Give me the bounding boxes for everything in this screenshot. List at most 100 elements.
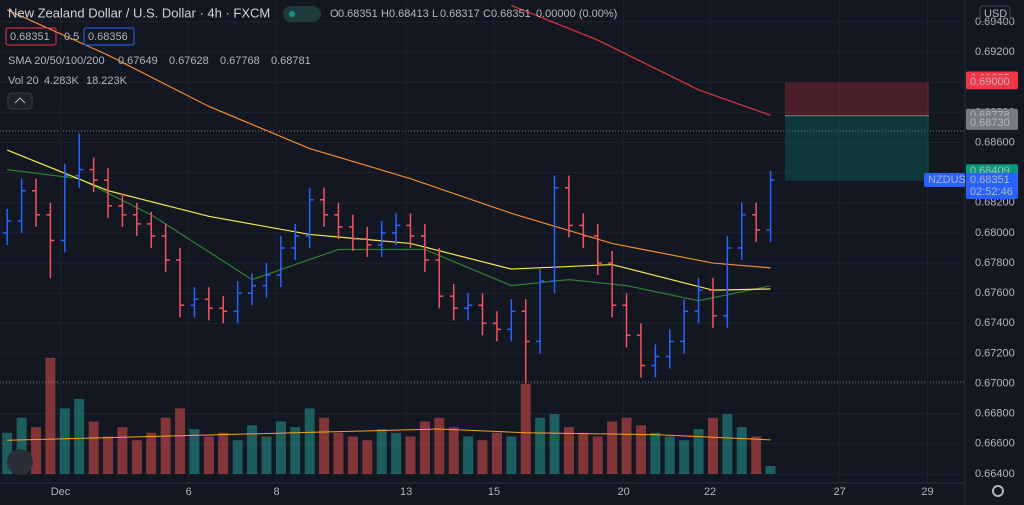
volume-bar <box>261 436 272 474</box>
currency-button[interactable] <box>979 5 1011 23</box>
sma-value: 0.67628 <box>169 55 209 67</box>
volume-bar <box>333 432 344 474</box>
volume-bar <box>45 357 56 474</box>
ohlc-value: 0.68351 <box>491 8 531 20</box>
y-tick-label: 0.68200 <box>975 197 1015 209</box>
indicator-pill[interactable] <box>283 6 321 22</box>
volume-bar <box>448 427 459 474</box>
ohlc-value: 0.68317 <box>440 8 480 20</box>
settings-icon[interactable] <box>992 485 1004 497</box>
sma-value: 0.68781 <box>271 55 311 67</box>
sell-box[interactable] <box>5 27 57 46</box>
symbol-tag-label: NZDUSD <box>928 174 974 186</box>
volume-bar <box>189 429 200 474</box>
volume-bar <box>765 465 776 474</box>
collapse-icon <box>14 97 26 104</box>
x-tick-label: 29 <box>921 486 933 498</box>
volume-bar <box>347 436 358 474</box>
volume-bar <box>419 421 430 474</box>
y-tick-label: 0.66400 <box>975 468 1015 480</box>
volume-bar <box>535 417 546 474</box>
x-tick-label: Dec <box>51 486 71 498</box>
buy-box[interactable] <box>83 27 135 46</box>
currency: USD <box>984 8 1007 20</box>
volume-bar <box>693 429 704 474</box>
x-tick-label: 22 <box>704 486 716 498</box>
volume-bar <box>635 425 646 474</box>
symbol-tag <box>924 173 965 188</box>
target-zone <box>784 115 929 181</box>
volume-bar <box>146 432 157 474</box>
volume-bar <box>247 425 258 474</box>
volume-bar <box>160 417 171 474</box>
ohlc-key: L <box>432 8 438 20</box>
y-tick-label: 0.68600 <box>975 136 1015 148</box>
volume-bar <box>405 436 416 474</box>
buy-price: 0.68356 <box>88 31 128 43</box>
x-tick-label: 15 <box>488 486 500 498</box>
last-price-tag <box>966 173 1018 200</box>
volume-bar <box>232 440 243 474</box>
volume-bar <box>491 432 502 474</box>
volume-bar <box>74 399 85 474</box>
volume-ma-value: 18.223K <box>86 75 128 87</box>
volume-bar <box>707 417 718 474</box>
volume-ma-line <box>7 428 771 441</box>
volume-bar <box>607 421 618 474</box>
volume-bar <box>304 408 315 474</box>
volume-bar <box>664 436 675 474</box>
y-tick-label: 0.67800 <box>975 257 1015 269</box>
volume-bar <box>362 440 373 474</box>
countdown: 02:52:46 <box>970 186 1013 198</box>
volume-bar <box>117 427 128 474</box>
volume-bar <box>477 440 488 474</box>
sma-value: 0.67649 <box>118 55 158 67</box>
volume-bar <box>175 408 186 474</box>
volume-bar <box>203 436 214 474</box>
price-tag <box>966 115 1018 130</box>
volume-bar <box>621 417 632 474</box>
price-tag-label: 0.69000 <box>970 76 1010 88</box>
collapse-button[interactable] <box>7 92 33 110</box>
ohlc-value: 0.68351 <box>338 8 378 20</box>
y-tick-label: 0.67200 <box>975 347 1015 359</box>
sma-value: 0.67768 <box>220 55 260 67</box>
title: New Zealand Dollar / U.S. Dollar · 4h · … <box>8 5 270 20</box>
volume-legend: Vol 20 <box>8 75 39 87</box>
stop-zone <box>784 82 929 116</box>
volume-bar <box>290 427 301 474</box>
volume-bar <box>391 432 402 474</box>
y-tick-label: 0.67000 <box>975 377 1015 389</box>
y-tick-label: 0.69200 <box>975 46 1015 58</box>
volume-bar <box>722 414 733 474</box>
volume-bar <box>592 436 603 474</box>
volume-bar <box>2 432 13 474</box>
y-tick-label: 0.68000 <box>975 227 1015 239</box>
ohlc-value: 0.68413 <box>389 8 429 20</box>
volume-bar <box>578 432 589 474</box>
y-tick-label: 0.66800 <box>975 408 1015 420</box>
x-tick-label: 20 <box>618 486 630 498</box>
y-tick-label: 0.67400 <box>975 317 1015 329</box>
price-tag-label: 0.68730 <box>970 117 1010 129</box>
ohlc-key: C <box>483 8 491 20</box>
volume-bar <box>319 417 330 474</box>
sma-line <box>6 9 771 269</box>
volume-bar <box>88 421 99 474</box>
volume-bar <box>506 436 517 474</box>
logo <box>7 449 33 475</box>
volume-bar <box>679 440 690 474</box>
volume-bar <box>563 427 574 474</box>
volume-bar <box>103 436 114 474</box>
volume-bar <box>275 421 286 474</box>
x-tick-label: 13 <box>400 486 412 498</box>
volume-bar <box>59 408 70 474</box>
volume-bar <box>736 427 747 474</box>
volume-bar <box>376 429 387 474</box>
sell-price: 0.68351 <box>10 31 50 43</box>
x-tick-label: 27 <box>834 486 846 498</box>
x-tick-label: 8 <box>273 486 279 498</box>
